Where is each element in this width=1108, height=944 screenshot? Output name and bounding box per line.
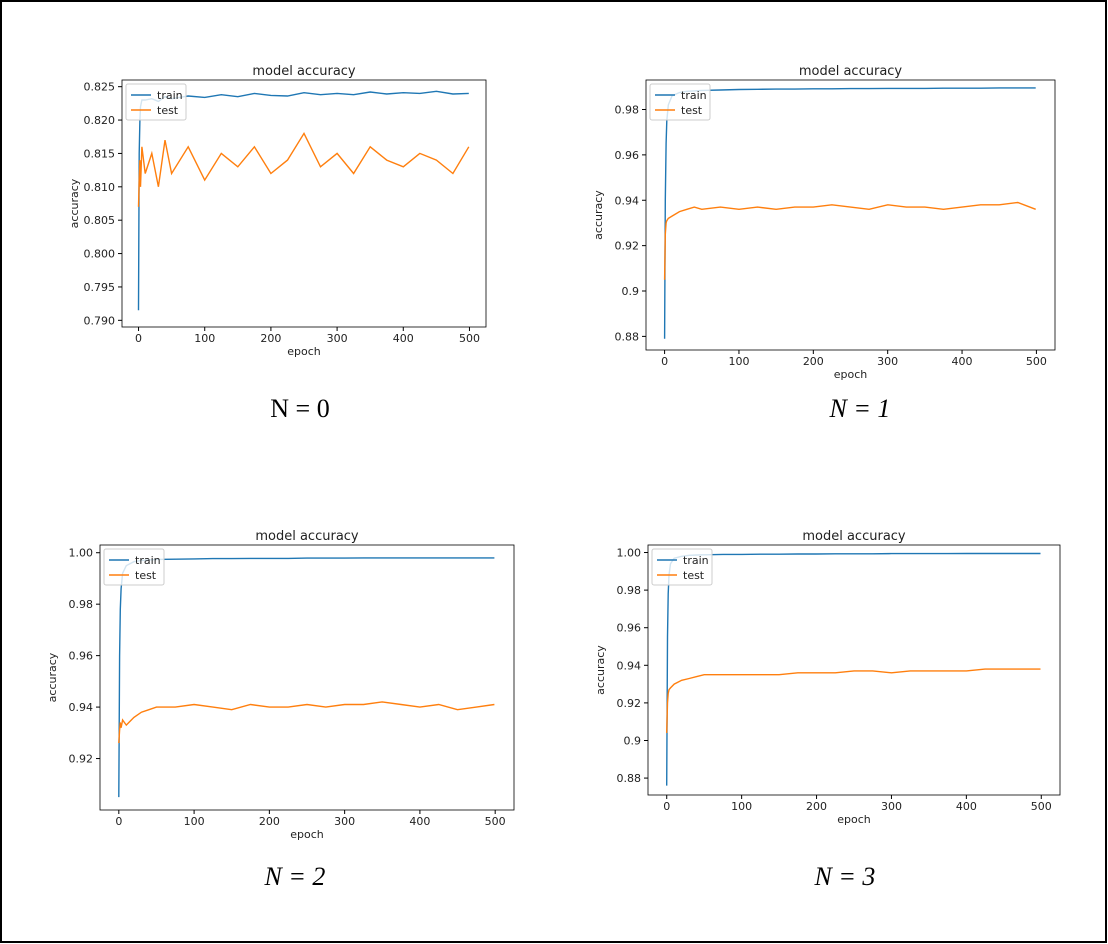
y-axis-label: accuracy — [592, 190, 605, 240]
y-tick-label: 0.98 — [617, 584, 642, 597]
x-tick-label: 200 — [259, 815, 280, 828]
x-tick-label: 400 — [393, 332, 414, 345]
legend-label: train — [683, 554, 709, 567]
y-tick-label: 0.810 — [84, 181, 116, 194]
series-line — [666, 668, 1041, 734]
caption: N = 0 — [270, 394, 329, 423]
legend-box — [651, 548, 713, 586]
x-axis-label: epoch — [837, 813, 871, 826]
y-tick-label: 0.96 — [617, 622, 642, 635]
legend-label: test — [157, 104, 179, 117]
legend-label: train — [135, 554, 161, 567]
y-tick-label: 0.98 — [615, 103, 640, 116]
x-axis-label: epoch — [287, 345, 321, 358]
y-tick-label: 1.00 — [617, 547, 642, 560]
y-axis-label: accuracy — [46, 652, 59, 702]
x-tick-label: 500 — [1026, 355, 1047, 368]
chart-title: model accuracy — [802, 529, 906, 544]
y-tick-label: 0.92 — [69, 753, 94, 766]
chart-title: model accuracy — [252, 64, 356, 79]
y-tick-label: 0.92 — [615, 240, 640, 253]
x-tick-label: 200 — [803, 355, 824, 368]
y-tick-label: 0.94 — [617, 659, 642, 672]
x-tick-label: 400 — [956, 800, 977, 813]
chart-title: model accuracy — [255, 529, 359, 544]
y-tick-label: 0.88 — [617, 772, 642, 785]
x-tick-label: 200 — [260, 332, 281, 345]
legend-label: test — [681, 104, 703, 117]
x-tick-label: 300 — [327, 332, 348, 345]
y-tick-label: 0.92 — [617, 697, 642, 710]
y-tick-label: 0.96 — [69, 650, 94, 663]
y-axis-label: accuracy — [594, 645, 607, 695]
y-tick-label: 0.98 — [69, 598, 94, 611]
y-tick-label: 0.800 — [84, 248, 116, 261]
y-tick-label: 0.94 — [615, 194, 640, 207]
legend-label: test — [683, 569, 705, 582]
x-axis-label: epoch — [834, 368, 868, 381]
x-tick-label: 300 — [877, 355, 898, 368]
x-tick-label: 0 — [115, 815, 122, 828]
x-tick-label: 0 — [135, 332, 142, 345]
y-tick-label: 0.94 — [69, 701, 94, 714]
series-line — [663, 201, 1036, 280]
x-tick-label: 300 — [334, 815, 355, 828]
x-tick-label: 0 — [661, 355, 668, 368]
x-tick-label: 100 — [728, 355, 749, 368]
y-tick-label: 0.96 — [615, 149, 640, 162]
y-tick-label: 0.9 — [622, 285, 640, 298]
plot-frame — [647, 544, 1061, 796]
legend-label: test — [135, 569, 157, 582]
y-tick-label: 0.790 — [84, 314, 116, 327]
y-tick-label: 0.795 — [84, 281, 116, 294]
plot-frame — [99, 544, 515, 811]
legend-box — [125, 83, 187, 121]
y-axis-label: accuracy — [68, 178, 81, 228]
x-tick-label: 500 — [1031, 800, 1052, 813]
y-tick-label: 1.00 — [69, 547, 94, 560]
x-tick-label: 100 — [194, 332, 215, 345]
x-tick-label: 100 — [184, 815, 205, 828]
legend-box — [649, 83, 711, 121]
legend-label: train — [681, 89, 707, 102]
x-tick-label: 400 — [409, 815, 430, 828]
x-tick-label: 100 — [731, 800, 752, 813]
y-tick-label: 0.805 — [84, 214, 116, 227]
x-tick-label: 200 — [806, 800, 827, 813]
plot-frame — [645, 79, 1056, 351]
chart-title: model accuracy — [799, 64, 903, 79]
x-axis-label: epoch — [290, 828, 324, 841]
caption: N = 1 — [829, 394, 891, 423]
plot-frame — [121, 79, 487, 328]
legend-label: train — [157, 89, 183, 102]
y-tick-label: 0.9 — [624, 734, 642, 747]
series-line — [118, 701, 495, 744]
caption: N = 3 — [814, 862, 876, 891]
y-tick-label: 0.815 — [84, 147, 116, 160]
x-tick-label: 500 — [485, 815, 506, 828]
y-tick-label: 0.820 — [84, 114, 116, 127]
x-tick-label: 400 — [952, 355, 973, 368]
caption: N = 2 — [264, 862, 326, 891]
x-tick-label: 0 — [663, 800, 670, 813]
y-tick-label: 0.88 — [615, 330, 640, 343]
x-tick-label: 300 — [881, 800, 902, 813]
series-line — [137, 131, 470, 207]
legend-box — [103, 548, 165, 586]
y-tick-label: 0.825 — [84, 81, 116, 94]
x-tick-label: 500 — [459, 332, 480, 345]
